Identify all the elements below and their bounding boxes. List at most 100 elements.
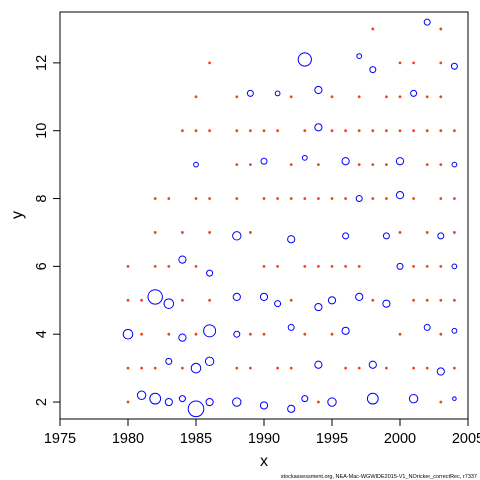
negative-residual-dot: [317, 163, 320, 167]
negative-residual-dot: [425, 298, 429, 302]
positive-residual-bubble: [356, 53, 363, 59]
positive-residual-bubble: [423, 18, 431, 26]
negative-residual-dot: [344, 264, 347, 268]
negative-residual-dot: [126, 298, 130, 302]
positive-residual-bubble: [233, 330, 241, 338]
positive-residual-bubble: [366, 392, 379, 405]
negative-residual-dot: [276, 197, 279, 200]
negative-residual-dot: [439, 264, 443, 268]
positive-residual-bubble: [274, 90, 281, 97]
positive-residual-bubble: [287, 235, 296, 244]
positive-residual-bubble: [301, 154, 308, 161]
positive-residual-bubble: [178, 333, 187, 342]
negative-residual-dot: [425, 264, 429, 268]
negative-residual-dot: [194, 197, 198, 200]
negative-residual-dot: [371, 197, 375, 200]
negative-residual-dot: [330, 129, 334, 133]
negative-residual-dot: [412, 61, 415, 65]
negative-residual-dot: [412, 129, 415, 133]
x-axis-label: x: [260, 453, 268, 470]
negative-residual-dot: [398, 332, 402, 336]
negative-residual-dot: [439, 332, 443, 336]
positive-residual-bubble: [395, 157, 405, 166]
negative-residual-dot: [153, 197, 157, 200]
negative-residual-dot: [453, 298, 456, 302]
positive-residual-bubble: [451, 327, 458, 334]
positive-residual-bubble: [147, 289, 163, 305]
footer-credit: stockassessment.org, NEA-Mac-WGWIDE2015-…: [281, 474, 477, 480]
positive-residual-bubble: [396, 262, 404, 270]
positive-residual-bubble: [355, 292, 364, 301]
positive-residual-bubble: [232, 397, 242, 407]
negative-residual-dot: [140, 298, 144, 302]
positive-residual-bubble: [327, 296, 337, 305]
negative-residual-dot: [289, 163, 293, 167]
negative-residual-dot: [398, 129, 402, 133]
positive-residual-bubble: [423, 323, 431, 331]
negative-residual-dot: [289, 366, 293, 370]
positive-residual-bubble: [203, 324, 217, 338]
negative-residual-dot: [303, 264, 307, 268]
positive-residual-bubble: [187, 400, 205, 418]
negative-residual-dot: [439, 27, 443, 31]
negative-residual-dot: [167, 197, 171, 200]
positive-residual-bubble: [122, 328, 134, 340]
negative-residual-dot: [249, 231, 252, 234]
y-axis: 2 4 6 8 10 12: [34, 55, 60, 406]
positive-residual-bubble: [450, 62, 458, 70]
positive-residual-bubble: [178, 395, 186, 403]
negative-residual-dot: [344, 197, 347, 200]
x-tick-label: 2000: [384, 431, 416, 447]
negative-residual-dot: [371, 163, 375, 167]
negative-residual-dot: [357, 95, 361, 99]
y-axis-label: y: [9, 211, 26, 219]
negative-residual-dot: [357, 366, 361, 370]
negative-residual-dot: [208, 129, 212, 133]
positive-residual-bubble: [259, 401, 269, 410]
positive-residual-bubble: [165, 357, 173, 365]
positive-residual-bubble: [163, 298, 175, 309]
negative-residual-dot: [317, 400, 320, 404]
positive-residual-bubble: [408, 393, 419, 404]
positive-residual-bubble: [355, 195, 363, 203]
negative-residual-dot: [317, 197, 320, 200]
negative-residual-dot: [153, 366, 157, 370]
negative-residual-dot: [412, 366, 415, 370]
negative-residual-dot: [385, 366, 388, 370]
negative-residual-dot: [398, 231, 402, 234]
positive-residual-bubble: [274, 300, 282, 308]
y-tick-label: 2: [34, 398, 50, 406]
negative-residual-dot: [453, 129, 456, 133]
negative-residual-dot: [181, 366, 184, 370]
negative-residual-dot: [249, 332, 252, 336]
positive-residual-bubble: [287, 323, 295, 331]
x-tick-label: 1985: [180, 431, 212, 447]
negative-residual-dot: [167, 332, 171, 336]
negative-residual-dot: [344, 129, 347, 133]
negative-residual-dot: [439, 197, 443, 200]
negative-residual-dot: [194, 95, 198, 99]
negative-residual-dot: [181, 298, 184, 302]
negative-residual-dot: [357, 163, 361, 167]
positive-residual-bubble: [297, 52, 312, 67]
negative-residual-dot: [208, 298, 212, 302]
y-tick-label: 6: [34, 262, 50, 270]
negative-residual-dot: [371, 298, 375, 302]
negative-residual-dot: [140, 332, 144, 336]
negative-residual-dot: [425, 95, 429, 99]
negative-residual-dot: [126, 366, 130, 370]
positive-residual-bubble: [136, 390, 147, 400]
positive-residual-bubble: [341, 326, 350, 335]
positive-residual-bubble: [369, 66, 377, 74]
positive-residual-bubble: [205, 397, 214, 407]
negative-residual-dot: [181, 129, 184, 133]
x-tick-label: 1980: [112, 431, 144, 447]
negative-residual-dot: [453, 197, 456, 200]
positive-residual-bubble: [232, 231, 242, 241]
positive-residual-bubble: [410, 89, 418, 97]
negative-residual-dot: [276, 366, 279, 370]
positive-residual-bubble: [260, 157, 268, 165]
negative-residual-dot: [303, 332, 307, 336]
negative-residual-dot: [412, 197, 415, 200]
